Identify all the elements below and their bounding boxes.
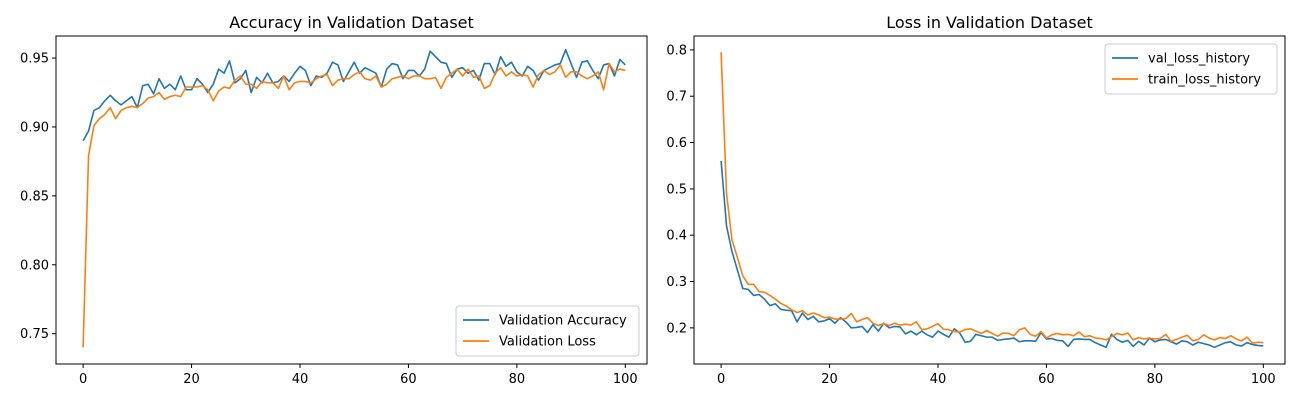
chart-title: Accuracy in Validation Dataset [229, 13, 474, 32]
loss-chart: Loss in Validation Dataset 0 20 40 60 80 100 0.… [666, 13, 1286, 387]
plot-frame [693, 35, 1286, 365]
chart-title: Loss in Validation Dataset [886, 13, 1093, 32]
y-tick-label: 0.5 [666, 182, 687, 197]
x-tick-label: 20 [183, 372, 200, 387]
x-tick-label: 20 [821, 372, 838, 387]
x-tick-label: 60 [1038, 372, 1055, 387]
x-tick-label: 40 [930, 372, 947, 387]
x-tick-label: 40 [292, 372, 309, 387]
series-line-val-loss-history [720, 161, 1264, 349]
y-tick-label: 0.90 [20, 120, 49, 135]
legend-box [455, 305, 640, 357]
x-tick-label: 100 [1251, 372, 1276, 387]
legend: Validation Accuracy Validation Loss [455, 305, 640, 357]
legend-box [1104, 43, 1278, 95]
accuracy-chart: Accuracy in Validation Dataset 0 20 40 60 80 1… [20, 13, 648, 387]
x-tick-label: 0 [79, 372, 87, 387]
x-tick-label: 80 [509, 372, 526, 387]
legend-label: val_loss_history [1148, 52, 1250, 67]
y-tick-label: 0.7 [666, 90, 687, 105]
y-tick-label: 0.2 [666, 321, 687, 336]
y-tick-label: 0.6 [666, 136, 687, 151]
series-line-validation-loss [82, 62, 626, 348]
legend-label: train_loss_history [1148, 73, 1261, 88]
legend-label: Validation Accuracy [499, 314, 627, 329]
y-tick-label: 0.8 [666, 43, 687, 58]
legend: val_loss_history train_loss_history [1104, 43, 1278, 95]
y-tick-label: 0.85 [20, 189, 49, 204]
y-tick-label: 0.95 [20, 52, 49, 67]
x-tick-label: 0 [717, 372, 725, 387]
plot-frame [55, 35, 648, 365]
y-tick-label: 0.75 [20, 327, 49, 342]
x-tick-label: 100 [613, 372, 638, 387]
series-line-validation-accuracy [82, 48, 626, 142]
x-tick-label: 60 [400, 372, 417, 387]
series-line-train-loss-history [720, 52, 1264, 344]
y-tick-label: 0.4 [666, 229, 687, 244]
y-tick-label: 0.80 [20, 258, 49, 273]
y-tick-label: 0.3 [666, 275, 687, 290]
x-tick-label: 80 [1147, 372, 1164, 387]
legend-label: Validation Loss [499, 335, 596, 350]
